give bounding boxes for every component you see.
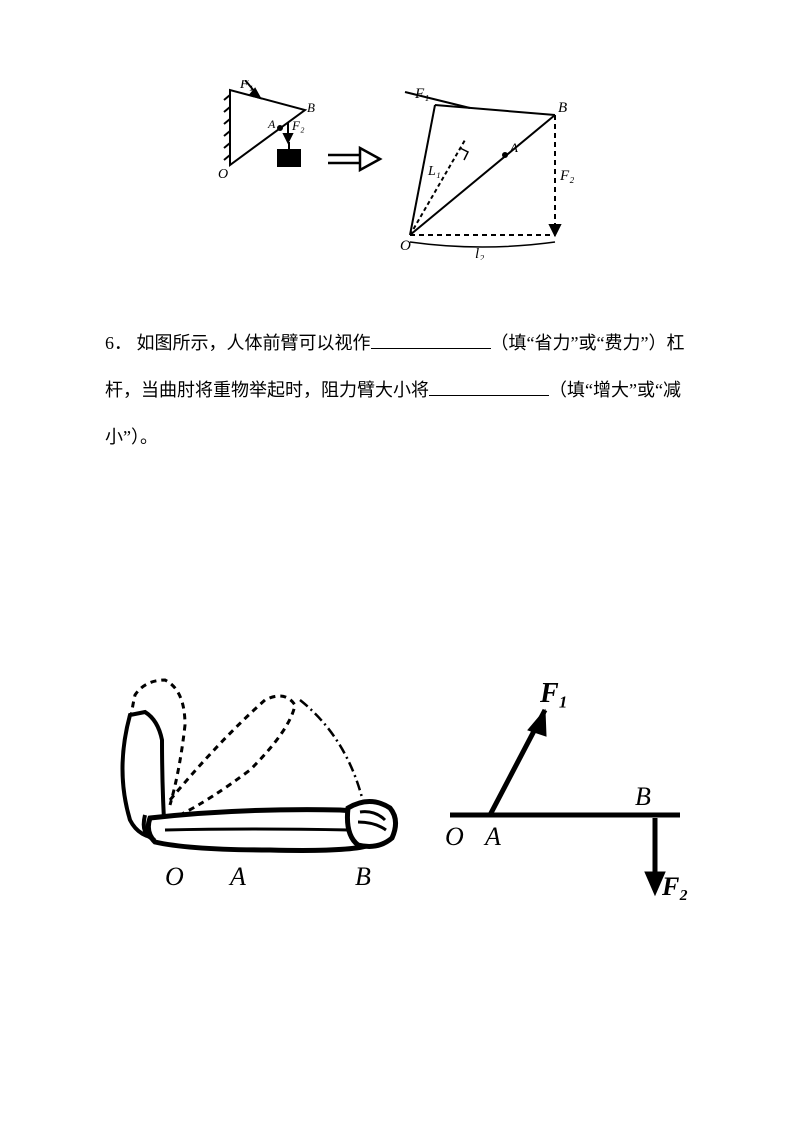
top-right-A-label: A xyxy=(509,140,518,155)
lever-F2-label: F₂ xyxy=(661,872,688,901)
top-figure-svg: F₁ B A F₂ O xyxy=(210,80,590,260)
lever-A-label: A xyxy=(483,822,501,851)
top-right-F2-label: F₂ xyxy=(559,168,574,184)
top-right-B-label: B xyxy=(558,100,567,116)
blank-2 xyxy=(429,377,549,396)
lever-O-label: O xyxy=(445,822,464,851)
lever-B-label: B xyxy=(635,782,651,811)
forearm-drawing xyxy=(123,680,396,850)
top-left-B-label: B xyxy=(307,100,315,115)
top-right-l2-label: l₂ xyxy=(475,246,484,260)
question-number: 6． xyxy=(105,333,132,353)
top-left-F2-label: F₂ xyxy=(291,118,305,133)
question-part1: 如图所示，人体前臂可以视作 xyxy=(137,333,371,353)
top-right-O-label: O xyxy=(400,238,411,254)
top-figure: F₁ B A F₂ O xyxy=(210,80,590,260)
bottom-figure: O A B F₁ O A B F₂ xyxy=(90,640,710,920)
blank-1 xyxy=(371,330,491,349)
arm-O-label: O xyxy=(165,862,184,891)
top-right-F1-label: F₁ xyxy=(414,86,429,102)
lever-F1-label: F₁ xyxy=(539,678,568,709)
arm-A-label: A xyxy=(228,862,246,891)
top-right-L1-label: L₁ xyxy=(427,164,441,179)
arm-B-label: B xyxy=(355,862,371,891)
top-left-O-label: O xyxy=(218,167,228,182)
bottom-figure-svg: O A B F₁ O A B F₂ xyxy=(90,640,710,920)
question-6: 6． 如图所示，人体前臂可以视作（填“省力”或“费力”）杠杆，当曲肘将重物举起时… xyxy=(105,320,695,460)
top-left-F1-label: F₁ xyxy=(239,80,253,92)
page: F₁ B A F₂ O xyxy=(0,0,800,1132)
top-left-A-label: A xyxy=(267,117,276,131)
transform-arrow-icon xyxy=(328,148,380,170)
